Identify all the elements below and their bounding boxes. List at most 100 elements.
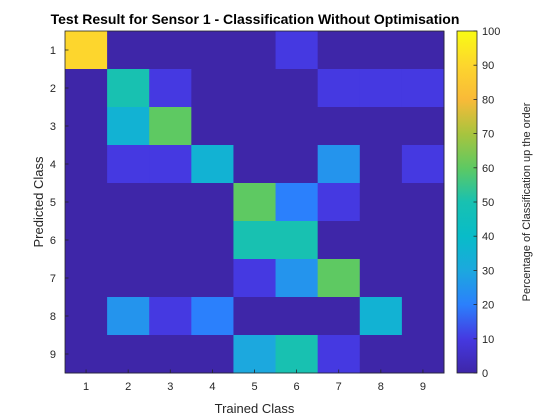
heatmap-cell-r9-c7 bbox=[317, 335, 361, 374]
colorbar-tick-label: 70 bbox=[482, 129, 494, 141]
heatmap-cell-r8-c2 bbox=[107, 297, 150, 336]
heatmap-cell-r5-c8 bbox=[359, 183, 403, 222]
colorbar-tick-label: 10 bbox=[482, 334, 494, 346]
x-tick-label: 5 bbox=[251, 381, 257, 393]
heatmap-cell-r5-c9 bbox=[401, 183, 445, 222]
heatmap-cell-r3-c3 bbox=[149, 107, 192, 146]
colorbar-tick-label: 0 bbox=[482, 368, 488, 380]
heatmap-cell-r4-c1 bbox=[65, 145, 108, 184]
heatmap-cell-r6-c1 bbox=[65, 221, 108, 260]
y-axis-label: Predicted Class bbox=[31, 156, 46, 248]
heatmap-cell-r6-c2 bbox=[107, 221, 150, 260]
heatmap-cell-r7-c8 bbox=[359, 259, 403, 298]
heatmap-cell-r5-c2 bbox=[107, 183, 150, 222]
heatmap-cell-r4-c4 bbox=[191, 145, 234, 184]
heatmap-cell-r4-c3 bbox=[149, 145, 192, 184]
heatmap-cell-r6-c5 bbox=[233, 221, 277, 260]
heatmap-cell-r8-c3 bbox=[149, 297, 192, 336]
heatmap-cell-r8-c4 bbox=[191, 297, 234, 336]
y-tick-label: 3 bbox=[50, 121, 56, 133]
heatmap-cell-r8-c1 bbox=[65, 297, 108, 336]
heatmap-cell-r2-c1 bbox=[65, 69, 108, 108]
colorbar-tick-label: 80 bbox=[482, 94, 494, 106]
heatmap-cell-r1-c9 bbox=[401, 31, 445, 70]
heatmap-cell-r3-c9 bbox=[401, 107, 445, 146]
heatmap-cell-r6-c6 bbox=[275, 221, 319, 260]
y-tick-label: 9 bbox=[50, 349, 56, 361]
colorbar-tick-label: 100 bbox=[482, 26, 500, 38]
heatmap-cell-r6-c3 bbox=[149, 221, 192, 260]
heatmap-cell-r1-c7 bbox=[317, 31, 361, 70]
heatmap-cell-r5-c5 bbox=[233, 183, 277, 222]
heatmap-cell-r2-c2 bbox=[107, 69, 150, 108]
heatmap-cells bbox=[65, 31, 445, 374]
heatmap-cell-r4-c8 bbox=[359, 145, 403, 184]
heatmap-cell-r6-c4 bbox=[191, 221, 234, 260]
x-tick-label: 7 bbox=[336, 381, 342, 393]
heatmap-cell-r5-c1 bbox=[65, 183, 108, 222]
colorbar-ticks: 0 10 20 30 40 50 60 70 80 90 100 bbox=[473, 26, 500, 380]
heatmap-cell-r5-c4 bbox=[191, 183, 234, 222]
y-tick-label: 8 bbox=[50, 311, 56, 323]
heatmap-cell-r8-c9 bbox=[401, 297, 445, 336]
colorbar-tick-label: 40 bbox=[482, 231, 494, 243]
heatmap-cell-r3-c7 bbox=[317, 107, 361, 146]
x-tick-label: 9 bbox=[420, 381, 426, 393]
heatmap-cell-r7-c7 bbox=[317, 259, 361, 298]
heatmap-cell-r3-c8 bbox=[359, 107, 403, 146]
y-axis-ticks: 1 2 3 4 5 6 7 8 9 bbox=[50, 45, 69, 361]
heatmap-cell-r7-c2 bbox=[107, 259, 150, 298]
heatmap-cell-r8-c8 bbox=[359, 297, 403, 336]
heatmap-cell-r3-c4 bbox=[191, 107, 234, 146]
heatmap-cell-r1-c6 bbox=[275, 31, 319, 70]
heatmap-cell-r5-c3 bbox=[149, 183, 192, 222]
y-tick-label: 7 bbox=[50, 273, 56, 285]
y-tick-label: 4 bbox=[50, 159, 56, 171]
heatmap-cell-r9-c9 bbox=[401, 335, 445, 374]
heatmap-cell-r1-c3 bbox=[149, 31, 192, 70]
heatmap-cell-r6-c9 bbox=[401, 221, 445, 260]
heatmap-cell-r9-c6 bbox=[275, 335, 319, 374]
x-tick-label: 1 bbox=[83, 381, 89, 393]
y-tick-label: 5 bbox=[50, 197, 56, 209]
heatmap-cell-r3-c2 bbox=[107, 107, 150, 146]
x-tick-label: 4 bbox=[209, 381, 215, 393]
heatmap-cell-r3-c6 bbox=[275, 107, 319, 146]
heatmap-cell-r8-c6 bbox=[275, 297, 319, 336]
heatmap-cell-r3-c1 bbox=[65, 107, 108, 146]
heatmap-cell-r2-c9 bbox=[401, 69, 445, 108]
heatmap-cell-r6-c7 bbox=[317, 221, 361, 260]
heatmap-cell-r7-c6 bbox=[275, 259, 319, 298]
heatmap-cell-r9-c2 bbox=[107, 335, 150, 374]
heatmap-cell-r4-c6 bbox=[275, 145, 319, 184]
colorbar-label: Percentage of Classification up the orde… bbox=[521, 102, 533, 301]
x-tick-label: 6 bbox=[294, 381, 300, 393]
heatmap-cell-r9-c8 bbox=[359, 335, 403, 374]
heatmap-cell-r4-c9 bbox=[401, 145, 445, 184]
heatmap-cell-r2-c6 bbox=[275, 69, 319, 108]
heatmap-cell-r4-c2 bbox=[107, 145, 150, 184]
heatmap-cell-r4-c5 bbox=[233, 145, 277, 184]
heatmap-cell-r8-c5 bbox=[233, 297, 277, 336]
colorbar-tick-label: 50 bbox=[482, 197, 494, 209]
heatmap-cell-r1-c4 bbox=[191, 31, 234, 70]
heatmap-cell-r9-c4 bbox=[191, 335, 234, 374]
heatmap-cell-r2-c4 bbox=[191, 69, 234, 108]
heatmap-cell-r5-c6 bbox=[275, 183, 319, 222]
heatmap-cell-r2-c7 bbox=[317, 69, 361, 108]
heatmap-cell-r1-c8 bbox=[359, 31, 403, 70]
heatmap-cell-r5-c7 bbox=[317, 183, 361, 222]
chart-title: Test Result for Sensor 1 - Classificatio… bbox=[51, 11, 460, 27]
heatmap-cell-r9-c1 bbox=[65, 335, 108, 374]
heatmap-cell-r7-c1 bbox=[65, 259, 108, 298]
colorbar-tick-label: 20 bbox=[482, 300, 494, 312]
y-tick-label: 2 bbox=[50, 83, 56, 95]
heatmap-cell-r8-c7 bbox=[317, 297, 361, 336]
heatmap-cell-r7-c4 bbox=[191, 259, 234, 298]
colorbar-tick-label: 90 bbox=[482, 60, 494, 72]
heatmap-cell-r7-c5 bbox=[233, 259, 277, 298]
heatmap-cell-r6-c8 bbox=[359, 221, 403, 260]
x-axis-label: Trained Class bbox=[215, 401, 295, 416]
